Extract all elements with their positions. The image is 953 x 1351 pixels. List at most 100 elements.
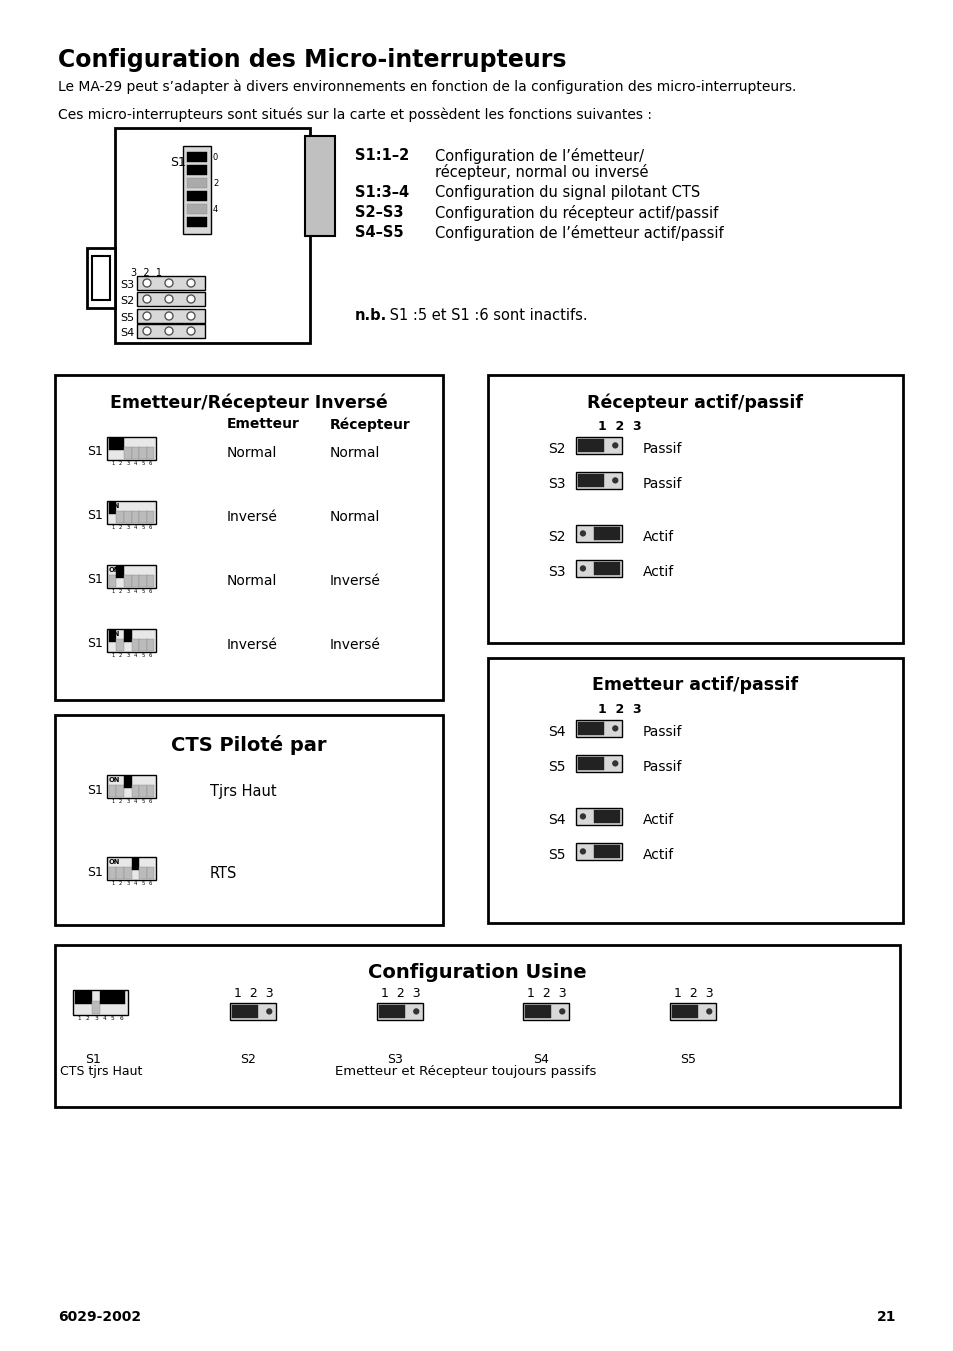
Bar bbox=[147, 867, 154, 880]
Bar bbox=[109, 785, 116, 797]
Text: 3  2  1: 3 2 1 bbox=[131, 267, 162, 278]
Text: S1: S1 bbox=[87, 573, 103, 586]
Circle shape bbox=[612, 442, 618, 449]
Text: S4–S5: S4–S5 bbox=[355, 226, 403, 240]
Bar bbox=[116, 511, 124, 523]
Bar bbox=[594, 527, 619, 539]
Text: S1: S1 bbox=[87, 444, 103, 458]
Bar bbox=[132, 447, 139, 459]
Bar bbox=[139, 639, 147, 651]
Bar bbox=[109, 503, 116, 513]
Text: Actif: Actif bbox=[642, 813, 674, 827]
Text: 6: 6 bbox=[149, 653, 152, 658]
Text: 21: 21 bbox=[876, 1310, 895, 1324]
Text: 6029-2002: 6029-2002 bbox=[58, 1310, 141, 1324]
Circle shape bbox=[187, 327, 194, 335]
Bar bbox=[107, 501, 156, 524]
Text: 3: 3 bbox=[126, 881, 130, 886]
Text: S4: S4 bbox=[120, 328, 134, 338]
Text: Passif: Passif bbox=[642, 477, 681, 490]
Bar bbox=[137, 309, 205, 323]
Text: Configuration Usine: Configuration Usine bbox=[368, 963, 586, 982]
Text: 6: 6 bbox=[149, 524, 152, 530]
Bar bbox=[576, 561, 621, 577]
Bar bbox=[107, 565, 156, 588]
Bar bbox=[107, 775, 156, 798]
Text: 1: 1 bbox=[111, 881, 114, 886]
Text: Emetteur actif/passif: Emetteur actif/passif bbox=[592, 676, 798, 694]
Text: S2: S2 bbox=[547, 442, 565, 457]
Bar bbox=[109, 438, 116, 450]
Text: Configuration des Micro-interrupteurs: Configuration des Micro-interrupteurs bbox=[58, 49, 566, 72]
Bar bbox=[116, 867, 124, 880]
Text: 1  2  3: 1 2 3 bbox=[526, 988, 566, 1000]
Text: S5: S5 bbox=[120, 313, 134, 323]
Circle shape bbox=[187, 295, 194, 303]
Bar bbox=[147, 576, 154, 586]
Text: 5: 5 bbox=[141, 461, 145, 466]
Bar bbox=[124, 511, 132, 523]
Text: 5: 5 bbox=[141, 798, 145, 804]
Text: ON: ON bbox=[109, 503, 120, 509]
Text: Actif: Actif bbox=[642, 530, 674, 544]
Text: S1: S1 bbox=[170, 155, 186, 169]
Bar bbox=[230, 1002, 276, 1020]
Text: 3: 3 bbox=[94, 1016, 98, 1021]
Bar bbox=[137, 324, 205, 338]
Text: récepteur, normal ou inversé: récepteur, normal ou inversé bbox=[435, 163, 648, 180]
Text: 3: 3 bbox=[126, 653, 130, 658]
Text: S4: S4 bbox=[547, 813, 565, 827]
Text: 4: 4 bbox=[133, 653, 137, 658]
Text: Actif: Actif bbox=[642, 565, 674, 580]
Text: 1  2  3: 1 2 3 bbox=[380, 988, 420, 1000]
Bar bbox=[594, 811, 619, 823]
Bar bbox=[132, 511, 139, 523]
Text: RTS: RTS bbox=[210, 866, 237, 881]
Text: ON: ON bbox=[109, 439, 120, 444]
Bar bbox=[187, 190, 207, 201]
Text: Inversé: Inversé bbox=[227, 509, 277, 524]
Bar bbox=[187, 165, 207, 176]
Text: 1  2  3: 1 2 3 bbox=[673, 988, 713, 1000]
Bar bbox=[669, 1002, 716, 1020]
Text: S1: S1 bbox=[87, 784, 103, 797]
Bar bbox=[376, 1002, 423, 1020]
Bar bbox=[576, 526, 621, 542]
Text: Emetteur et Récepteur toujours passifs: Emetteur et Récepteur toujours passifs bbox=[335, 1065, 596, 1078]
Text: 2: 2 bbox=[118, 461, 122, 466]
Text: Normal: Normal bbox=[227, 574, 277, 588]
Text: 5: 5 bbox=[141, 589, 145, 593]
Bar bbox=[132, 639, 139, 651]
Text: ON: ON bbox=[75, 992, 87, 998]
Text: n.b.: n.b. bbox=[355, 308, 387, 323]
Circle shape bbox=[413, 1008, 419, 1015]
Circle shape bbox=[612, 477, 618, 484]
Bar bbox=[132, 785, 139, 797]
Text: 4: 4 bbox=[133, 461, 137, 466]
Bar bbox=[124, 630, 132, 642]
Circle shape bbox=[579, 848, 585, 855]
Bar bbox=[107, 857, 156, 880]
Text: Normal: Normal bbox=[227, 446, 277, 459]
Bar bbox=[124, 867, 132, 880]
Text: S2: S2 bbox=[240, 1052, 255, 1066]
Bar bbox=[139, 447, 147, 459]
Text: S1: S1 bbox=[87, 866, 103, 880]
Bar bbox=[488, 658, 902, 923]
Bar bbox=[139, 576, 147, 586]
Text: 0: 0 bbox=[213, 153, 218, 162]
Text: 1: 1 bbox=[111, 524, 114, 530]
Text: Actif: Actif bbox=[642, 848, 674, 862]
Text: Configuration du récepteur actif/passif: Configuration du récepteur actif/passif bbox=[435, 205, 718, 222]
Text: Passif: Passif bbox=[642, 725, 681, 739]
Bar bbox=[576, 843, 621, 859]
Bar bbox=[75, 992, 84, 1004]
Text: 2: 2 bbox=[118, 798, 122, 804]
Bar bbox=[109, 576, 116, 586]
Bar bbox=[576, 436, 621, 454]
Text: Récepteur actif/passif: Récepteur actif/passif bbox=[587, 393, 802, 412]
Text: Emetteur/Récepteur Inversé: Emetteur/Récepteur Inversé bbox=[110, 393, 388, 412]
Bar bbox=[137, 292, 205, 305]
Bar bbox=[73, 990, 128, 1015]
Bar bbox=[55, 376, 442, 700]
